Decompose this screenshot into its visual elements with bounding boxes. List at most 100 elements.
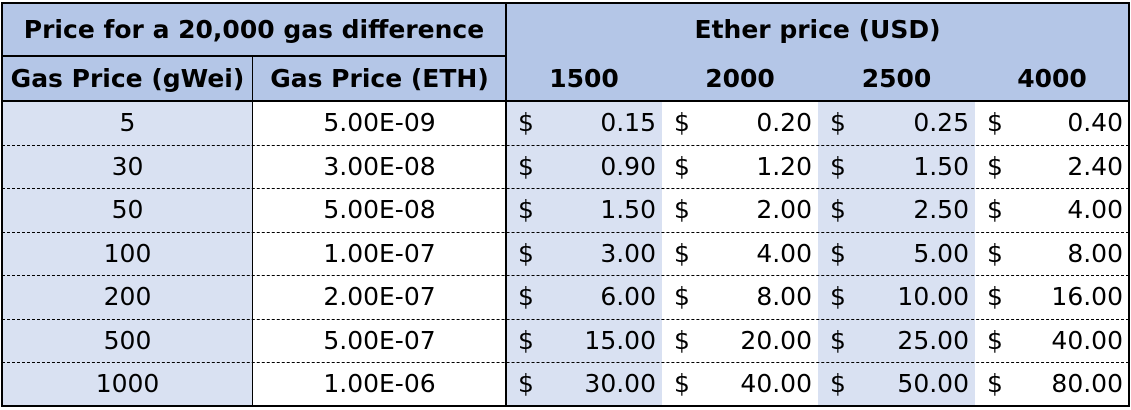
table-cell-usd: $3.00 — [506, 231, 662, 275]
currency-symbol: $ — [830, 195, 846, 225]
usd-value: 10.00 — [897, 282, 969, 312]
table-cell-gwei: 5 — [2, 101, 253, 145]
table-cell-usd: $4.00 — [975, 188, 1129, 232]
currency-symbol: $ — [674, 151, 690, 181]
table-cell-eth: 5.00E-09 — [253, 101, 506, 145]
table-cell-gwei: 1000 — [2, 362, 253, 406]
table-cell-gwei: 50 — [2, 188, 253, 232]
row-divider — [2, 188, 1129, 189]
usd-value: 2.50 — [913, 195, 969, 225]
column-header: 2500 — [818, 56, 975, 101]
table-cell-eth: 3.00E-08 — [253, 144, 506, 188]
usd-value: 0.25 — [913, 108, 969, 138]
table-border — [1128, 2, 1130, 406]
table-cell-usd: $0.20 — [662, 101, 818, 145]
row-divider — [2, 318, 1129, 320]
usd-value: 50.00 — [897, 369, 969, 399]
group-header: Ether price (USD) — [506, 3, 1129, 56]
currency-symbol: $ — [518, 238, 534, 268]
table-cell-usd: $1.50 — [506, 188, 662, 232]
table-cell-usd: $0.15 — [506, 101, 662, 145]
column-header: Gas Price (gWei) — [2, 56, 253, 101]
column-header: Gas Price (ETH) — [253, 56, 506, 101]
usd-value: 3.00 — [600, 238, 656, 268]
usd-value: 0.20 — [756, 108, 812, 138]
usd-value: 2.40 — [1067, 151, 1123, 181]
row-divider — [2, 144, 1129, 146]
table-cell-usd: $80.00 — [975, 362, 1129, 406]
currency-symbol: $ — [674, 195, 690, 225]
usd-value: 5.00 — [913, 238, 969, 268]
table-cell-usd: $1.50 — [818, 144, 975, 188]
currency-symbol: $ — [518, 325, 534, 355]
currency-symbol: $ — [518, 195, 534, 225]
usd-value: 0.15 — [600, 108, 656, 138]
currency-symbol: $ — [830, 238, 846, 268]
table-border — [252, 56, 253, 406]
usd-value: 8.00 — [756, 282, 812, 312]
table-border — [1, 2, 3, 406]
row-divider — [2, 362, 1129, 363]
table-border — [2, 55, 506, 57]
usd-value: 25.00 — [897, 325, 969, 355]
table-cell-usd: $30.00 — [506, 362, 662, 406]
table-cell-usd: $6.00 — [506, 275, 662, 319]
table-cell-usd: $25.00 — [818, 318, 975, 362]
usd-value: 0.90 — [600, 151, 656, 181]
table-cell-gwei: 30 — [2, 144, 253, 188]
currency-symbol: $ — [830, 369, 846, 399]
currency-symbol: $ — [674, 282, 690, 312]
table-title: Price for a 20,000 gas difference — [2, 3, 506, 56]
currency-symbol: $ — [674, 325, 690, 355]
table-cell-eth: 1.00E-07 — [253, 231, 506, 275]
table-cell-usd: $8.00 — [975, 231, 1129, 275]
table-cell-usd: $0.25 — [818, 101, 975, 145]
table-cell-usd: $4.00 — [662, 231, 818, 275]
table-border — [2, 100, 1129, 102]
table-cell-usd: $20.00 — [662, 318, 818, 362]
table-cell-usd: $1.20 — [662, 144, 818, 188]
usd-value: 1.50 — [913, 151, 969, 181]
currency-symbol: $ — [830, 108, 846, 138]
currency-symbol: $ — [987, 282, 1003, 312]
currency-symbol: $ — [830, 325, 846, 355]
table-cell-eth: 2.00E-07 — [253, 275, 506, 319]
table-border — [505, 3, 507, 406]
table-cell-usd: $10.00 — [818, 275, 975, 319]
currency-symbol: $ — [987, 238, 1003, 268]
table-border — [1, 2, 1130, 4]
table-cell-usd: $5.00 — [818, 231, 975, 275]
currency-symbol: $ — [987, 325, 1003, 355]
currency-symbol: $ — [987, 108, 1003, 138]
table-cell-usd: $40.00 — [975, 318, 1129, 362]
table-cell-usd: $0.90 — [506, 144, 662, 188]
currency-symbol: $ — [674, 108, 690, 138]
row-divider — [2, 275, 1129, 276]
usd-value: 30.00 — [584, 369, 656, 399]
usd-value: 1.20 — [756, 151, 812, 181]
table-cell-eth: 5.00E-07 — [253, 318, 506, 362]
currency-symbol: $ — [830, 151, 846, 181]
row-divider — [2, 231, 1129, 233]
currency-symbol: $ — [518, 369, 534, 399]
table-cell-gwei: 500 — [2, 318, 253, 362]
usd-value: 15.00 — [584, 325, 656, 355]
table-cell-usd: $2.50 — [818, 188, 975, 232]
table-cell-eth: 1.00E-06 — [253, 362, 506, 406]
usd-value: 40.00 — [1051, 325, 1123, 355]
currency-symbol: $ — [518, 151, 534, 181]
usd-value: 4.00 — [756, 238, 812, 268]
table-cell-usd: $0.40 — [975, 101, 1129, 145]
table-cell-gwei: 100 — [2, 231, 253, 275]
usd-value: 6.00 — [600, 282, 656, 312]
usd-value: 20.00 — [740, 325, 812, 355]
usd-value: 8.00 — [1067, 238, 1123, 268]
currency-symbol: $ — [674, 238, 690, 268]
currency-symbol: $ — [518, 108, 534, 138]
usd-value: 80.00 — [1051, 369, 1123, 399]
table-cell-usd: $50.00 — [818, 362, 975, 406]
currency-symbol: $ — [830, 282, 846, 312]
currency-symbol: $ — [674, 369, 690, 399]
table-cell-eth: 5.00E-08 — [253, 188, 506, 232]
